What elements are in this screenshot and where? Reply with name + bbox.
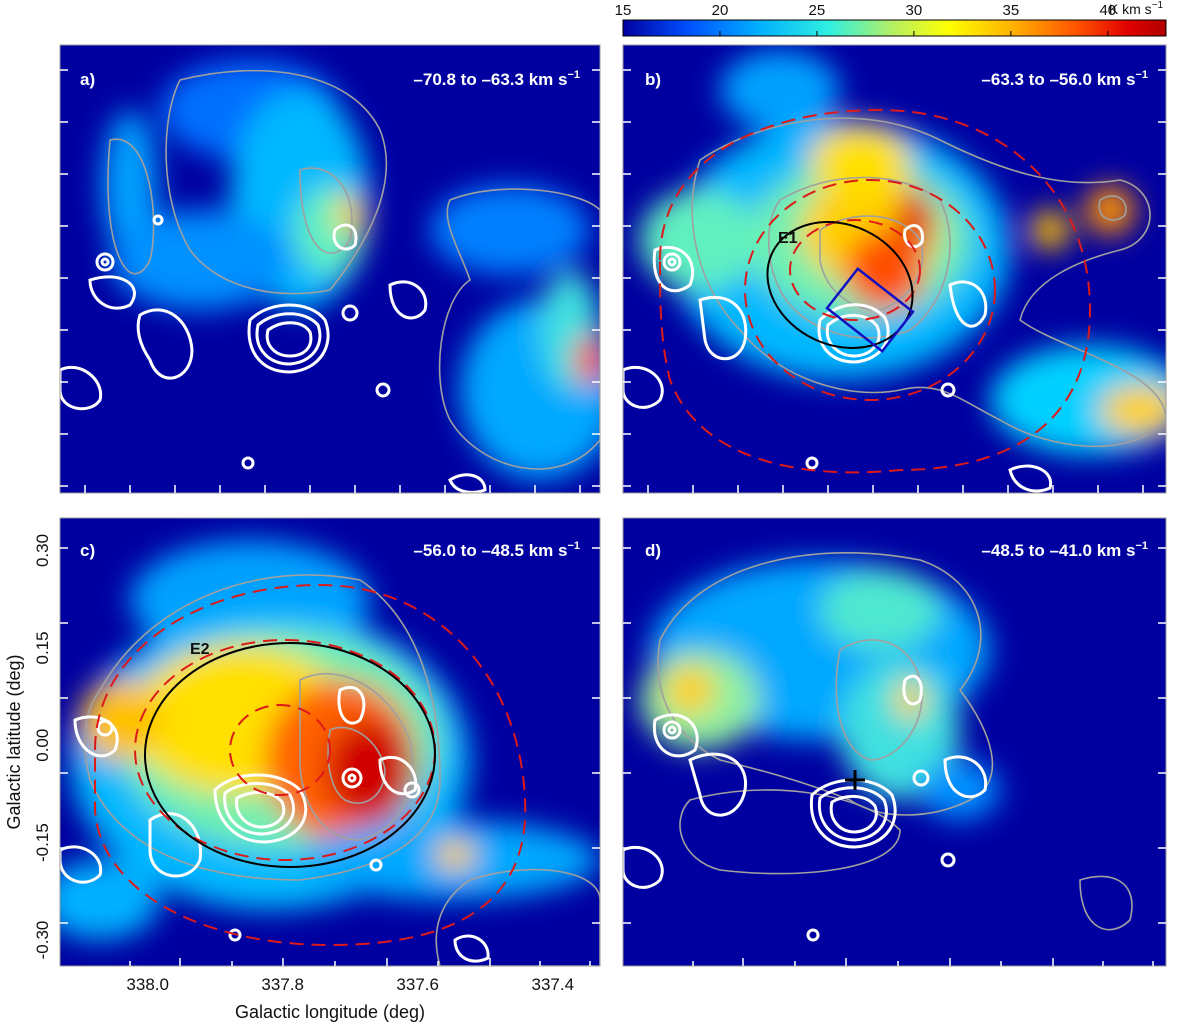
colorbar-tick-label: 30 — [906, 2, 923, 19]
colorbar-gradient — [622, 19, 1167, 37]
panel-b-ticks — [623, 69, 1166, 493]
panel-a: a) –70.8 to –63.3 km s−1 — [59, 44, 601, 494]
cross-marker — [845, 770, 865, 790]
x-tick-label: 337.6 — [396, 975, 439, 994]
panel-c-emission — [60, 540, 600, 966]
colorbar-tick-label: 25 — [809, 2, 826, 19]
panel-c-label: c) — [80, 541, 95, 560]
colorbar-unit: K km s−1 — [1109, 0, 1164, 17]
panel-d-velocity: –48.5 to –41.0 km s−1 — [981, 540, 1148, 560]
y-axis-title: Galactic latitude (deg) — [4, 654, 24, 829]
panel-b-emission — [623, 50, 1166, 493]
x-axis-title: Galactic longitude (deg) — [235, 1002, 425, 1022]
panel-a-label: a) — [80, 70, 95, 89]
panel-b-velocity: –63.3 to –56.0 km s−1 — [981, 69, 1148, 89]
panel-b-label: b) — [645, 70, 661, 89]
colorbar-tick-label: 15 — [615, 2, 632, 19]
panel-d-emission — [623, 552, 1133, 942]
x-tick-label: 338.0 — [126, 975, 169, 994]
y-tick-label: -0.15 — [33, 823, 52, 862]
y-tick-label: 0.00 — [33, 729, 52, 762]
x-tick-label: 337.8 — [261, 975, 304, 994]
x-tick-labels: 338.0 337.8 337.6 337.4 — [126, 975, 574, 994]
panel-c-velocity: –56.0 to –48.5 km s−1 — [413, 540, 580, 560]
y-tick-label: -0.30 — [33, 921, 52, 960]
colorbar-tick-label: 20 — [712, 2, 729, 19]
panel-d-ticks — [623, 547, 1166, 966]
colorbar: 15 20 25 30 35 40 K km s−1 — [615, 0, 1167, 37]
panel-c: c) –56.0 to –48.5 km s−1 E2 — [59, 517, 601, 967]
y-tick-label: 0.30 — [33, 534, 52, 567]
region-box — [825, 266, 915, 354]
colorbar-tick-label: 35 — [1003, 2, 1020, 19]
x-tick-label: 337.4 — [532, 975, 575, 994]
y-tick-label: 0.15 — [33, 631, 52, 664]
ellipse-e1-label: E1 — [778, 230, 798, 247]
panel-c-ticks — [60, 547, 600, 966]
colorbar-tick-label: 40 — [1099, 2, 1116, 19]
panel-b: b) –63.3 to –56.0 km s−1 E1 — [622, 44, 1167, 494]
panel-a-emission — [60, 60, 600, 493]
colorbar-ticks: 15 20 25 30 35 40 — [615, 2, 1116, 36]
y-tick-labels: 0.30 0.15 0.00 -0.15 -0.30 — [33, 534, 52, 959]
panel-a-ticks — [60, 69, 600, 493]
ellipse-e2-label: E2 — [190, 641, 210, 658]
panel-d-label: d) — [645, 541, 661, 560]
ellipse-e2 — [144, 642, 436, 868]
panel-a-velocity: –70.8 to –63.3 km s−1 — [413, 69, 580, 89]
panel-d: d) –48.5 to –41.0 km s−1 — [622, 517, 1167, 967]
